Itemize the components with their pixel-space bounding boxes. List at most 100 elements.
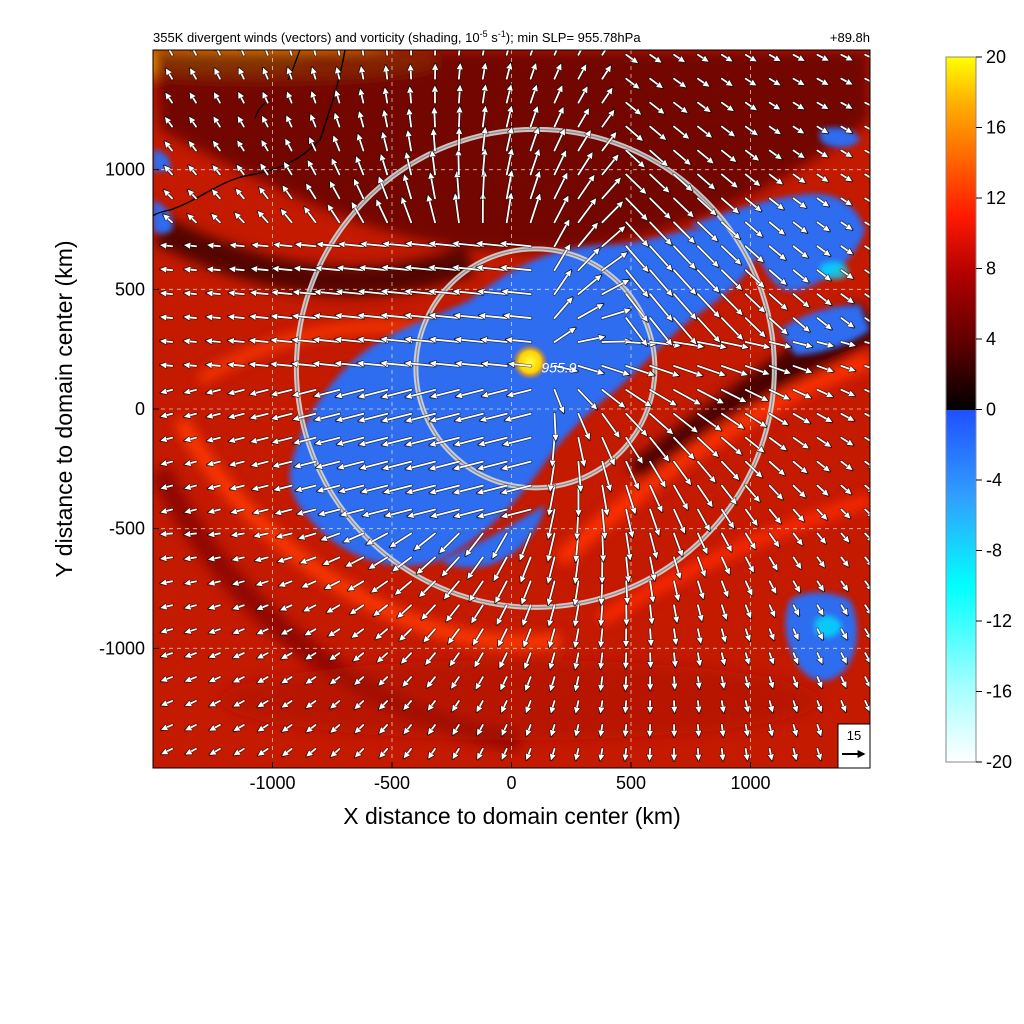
wind-vector [744,173,760,185]
wind-vector [720,149,736,162]
wind-vector [210,700,221,706]
wind-vector [283,747,293,756]
wind-vector [482,363,508,365]
colorbar-tick-label: -12 [986,611,1012,631]
wind-vector [507,340,532,342]
wind-vector [281,604,293,610]
wind-vector [185,414,197,417]
wind-vector [456,412,484,421]
wind-vector [454,484,484,493]
wind-vector [476,676,484,689]
wind-vector [601,580,602,604]
wind-vector [649,125,665,140]
wind-vector [697,125,712,138]
wind-vector [161,438,174,441]
wind-vector [321,532,341,540]
wind-vector [548,556,556,583]
wind-vector [420,580,436,596]
wind-vector [355,700,365,709]
wind-vector [330,652,341,660]
wind-vector [792,77,804,85]
wind-vector [455,436,484,445]
wind-vector [497,604,508,624]
storm-core [512,344,548,380]
colorbar-tick-label: 12 [986,188,1006,208]
wind-vector [185,557,197,559]
wind-vector [477,700,484,712]
wind-vector [794,724,797,736]
wind-vector [864,365,870,369]
wind-vector [331,747,341,757]
wind-vector [768,341,791,347]
wind-vector [273,460,293,467]
wind-vector [430,484,460,493]
wind-vector [310,138,317,152]
wind-vector [840,149,851,157]
wind-vector [161,486,174,489]
wind-vector [233,629,245,633]
wind-vector [864,532,870,541]
wind-vector [649,317,671,345]
wind-vector [840,436,853,445]
y-axis-label: Y distance to domain center (km) [51,240,77,577]
wind-vector [382,388,413,397]
wind-vector [363,508,389,516]
wind-vector [744,365,769,374]
wind-vector [283,186,293,200]
wind-vector [698,652,700,665]
wind-vector [720,484,736,504]
wind-vector [372,580,389,592]
wind-vector [697,508,710,531]
wind-vector [162,747,174,754]
wind-vector [185,438,197,441]
y-tick-label: -500 [109,519,145,539]
wind-vector [431,412,460,421]
wind-vector [338,460,365,468]
wind-vector [164,215,174,224]
wind-vector [768,388,790,399]
wind-vector [477,724,484,735]
wind-vector [697,580,703,598]
wind-vector [213,166,221,176]
wind-vector [295,460,317,467]
wind-vector [378,652,389,662]
wind-vector [337,50,339,56]
wind-vector [214,117,221,128]
wind-vector [354,180,365,200]
wind-vector [346,556,365,566]
wind-vector [744,269,764,287]
wind-vector [816,53,828,61]
wind-vector [697,388,723,403]
wind-vector [529,50,534,56]
wind-vector [501,676,508,690]
wind-vector [649,101,664,114]
coastline [153,50,346,217]
wind-vector [601,155,618,176]
wind-vector [625,293,647,321]
wind-vector [792,53,804,61]
wind-vector [429,747,436,758]
wind-vector [746,747,748,760]
wind-vector [189,142,197,152]
wind-vector [626,580,627,603]
wind-vector [359,112,363,128]
wind-vector [185,653,197,657]
wind-vector [744,125,758,135]
wind-vector [184,341,197,342]
wind-vector [650,604,652,623]
y-tick-label: 500 [115,279,145,299]
wind-vector [770,652,774,664]
wind-vector [483,149,485,176]
wind-vector [601,227,624,248]
wind-vector [253,486,269,490]
wind-vector [262,141,269,152]
wind-vector [601,88,612,104]
wind-vector [272,292,293,294]
wind-vector [355,676,365,684]
wind-vector [746,724,748,736]
wind-vector [816,245,829,255]
wind-vector [459,86,460,104]
wind-vector [840,197,851,205]
wind-vector [697,317,720,342]
wind-vector [496,580,508,602]
